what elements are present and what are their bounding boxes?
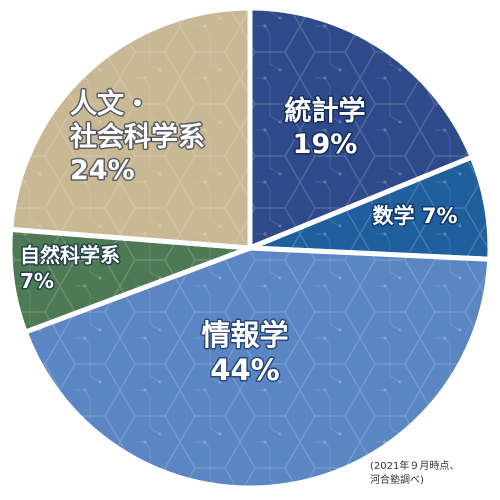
pie-slice-label-5: 人文・社会科学系 24% — [70, 88, 205, 186]
pie-slice-label-4: 自然科学系 7% — [20, 243, 120, 293]
pie-slice-1 — [247, 5, 475, 251]
pie-slice-texture — [25, 248, 490, 489]
pie-slice-label-line: 社会科学系 — [70, 121, 205, 153]
pie-slice-label-line: 数学 7% — [373, 204, 458, 228]
pie-slice-texture — [250, 8, 473, 248]
pie-slice-texture — [10, 229, 251, 333]
pie-slice-3 — [22, 245, 493, 491]
pie-slice-label-2: 数学 7% — [373, 204, 458, 228]
pie-slice-label-line: 44% — [210, 353, 279, 387]
pie-slice-label-3: 情報学 44% — [201, 318, 288, 387]
pie-slice-label-line: 統計学 — [285, 95, 366, 127]
pie-slice-texture — [250, 157, 491, 260]
pie-slice-label-1: 統計学 19% — [285, 95, 366, 160]
pie-slice-5 — [8, 5, 253, 251]
source-note-line-1: (2021年９月時点、 — [370, 461, 460, 472]
pie-slice-label-line: 24% — [70, 155, 135, 186]
source-note: (2021年９月時点、 河合塾調べ) — [370, 460, 470, 488]
pie-slice-label-line: 情報学 — [201, 318, 288, 352]
pie-slice-texture — [10, 8, 251, 248]
pie-slice-4 — [7, 226, 253, 335]
pie-slice-label-line: 人文・ — [70, 88, 151, 120]
pie-slice-label-line: 自然科学系 — [20, 243, 120, 267]
pie-slice-label-line: 19% — [293, 129, 358, 160]
source-note-line-2: 河合塾調べ) — [370, 475, 424, 486]
pie-slice-label-line: 7% — [20, 269, 54, 293]
